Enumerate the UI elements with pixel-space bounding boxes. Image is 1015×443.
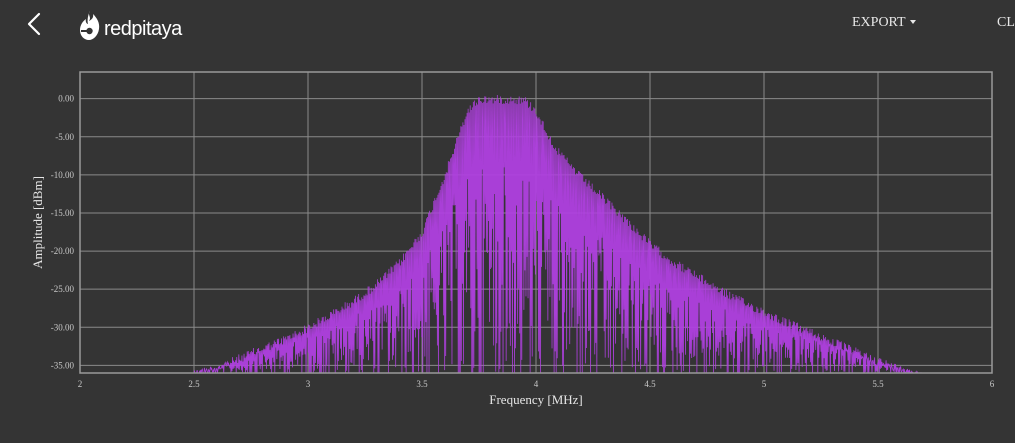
x-tick-label: 5 — [762, 379, 767, 389]
y-tick-label: -15.00 — [51, 208, 75, 218]
y-tick-label: -10.00 — [51, 170, 75, 180]
clear-menu-button[interactable]: CL — [997, 15, 1015, 31]
clear-label: CL — [997, 15, 1015, 30]
plot-frame — [79, 71, 993, 374]
back-button[interactable] — [22, 10, 48, 40]
y-axis-label: Amplitude [dBm] — [30, 176, 45, 269]
x-tick-label: 2 — [78, 379, 83, 389]
logo-text: redpitaya — [104, 17, 182, 40]
y-tick-label: -35.00 — [51, 360, 75, 370]
x-tick-label: 3.5 — [416, 379, 428, 389]
x-tick-label: 4 — [534, 379, 539, 389]
y-tick-label: 0.00 — [58, 94, 74, 104]
top-bar: redpitaya EXPORT CL — [0, 0, 1015, 52]
export-label: EXPORT — [852, 15, 906, 30]
y-axis-ticks: 0.00 -5.00 -10.00 -15.00 -20.00 -25.00 -30.00 -… — [51, 94, 75, 371]
y-tick-label: -20.00 — [51, 246, 75, 256]
x-tick-label: 5.5 — [872, 379, 884, 389]
x-tick-label: 2.5 — [188, 379, 200, 389]
signal-trace — [193, 94, 924, 373]
x-tick-label: 4.5 — [644, 379, 656, 389]
redpitaya-flame-icon — [80, 11, 100, 40]
logo[interactable]: redpitaya — [78, 9, 182, 43]
y-tick-label: -25.00 — [51, 284, 75, 294]
y-tick-label: -30.00 — [51, 322, 75, 332]
chevron-left-icon — [27, 12, 41, 36]
caret-down-icon — [909, 19, 916, 24]
y-tick-label: -5.00 — [55, 132, 74, 142]
export-menu-button[interactable]: EXPORT — [852, 15, 916, 31]
x-tick-label: 3 — [306, 379, 311, 389]
x-axis-label: Frequency [MHz] — [489, 392, 583, 407]
x-tick-label: 6 — [990, 379, 995, 389]
x-axis-ticks: 2 2.5 3 3.5 4 4.5 5 5.5 6 — [78, 379, 995, 389]
spectrum-series-line — [193, 94, 924, 373]
